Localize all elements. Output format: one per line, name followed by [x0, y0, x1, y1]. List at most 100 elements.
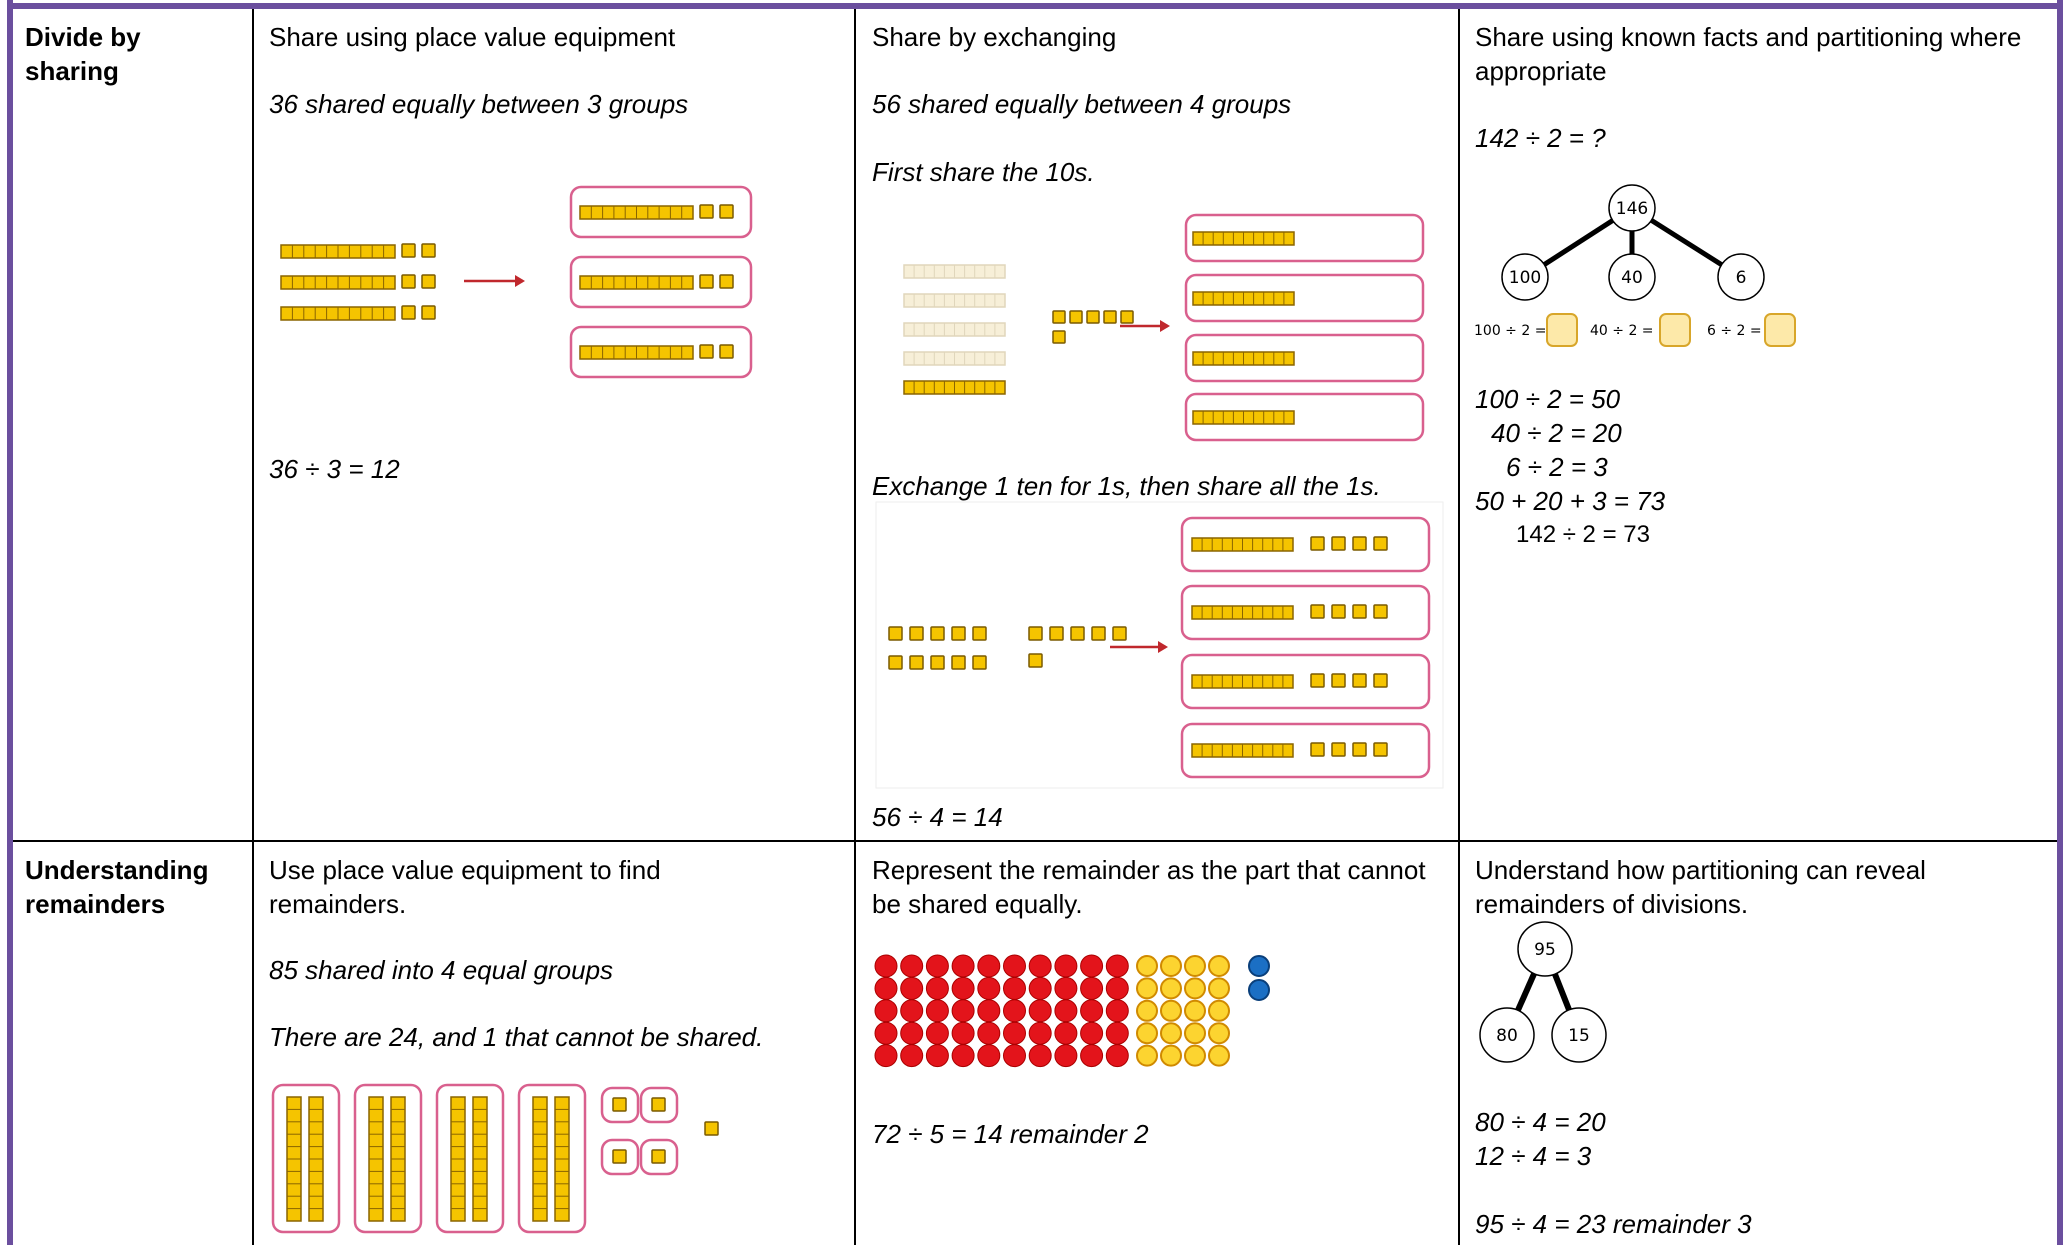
node-label: 80 — [1496, 1026, 1518, 1046]
outer-border — [7, 0, 2063, 1245]
group-box — [1184, 273, 1425, 323]
counter — [977, 976, 1001, 1000]
counter — [1105, 954, 1129, 978]
group-box — [1180, 722, 1431, 779]
group-box — [435, 1083, 505, 1234]
one-cube — [612, 1097, 627, 1112]
one-cube — [401, 274, 416, 289]
counter — [900, 1044, 924, 1068]
answer-box — [1659, 313, 1691, 347]
counter — [1184, 1022, 1206, 1045]
arrow-head — [1160, 320, 1170, 332]
cell-heading: Share by exchanging — [872, 22, 1117, 52]
group-box — [1184, 333, 1425, 383]
one-cube — [1052, 310, 1066, 324]
node — [1479, 1007, 1535, 1063]
counter — [951, 954, 975, 978]
one-cube — [1352, 604, 1367, 619]
counter — [1054, 954, 1078, 978]
counter — [951, 1044, 975, 1068]
counter — [1208, 1044, 1230, 1067]
counter — [874, 954, 898, 978]
one-cube — [1091, 626, 1106, 641]
counter — [925, 1021, 949, 1045]
arrow-head — [1158, 641, 1168, 653]
example: 56 shared equally between 4 groups — [872, 89, 1292, 119]
one-cube — [612, 1149, 627, 1164]
counter — [1028, 954, 1052, 978]
group-box — [600, 1138, 640, 1176]
manipulatives — [271, 185, 1444, 1234]
one-cube — [930, 626, 945, 641]
group-box — [1184, 213, 1425, 263]
counter — [1028, 1021, 1052, 1045]
counter — [951, 976, 975, 1000]
counter — [977, 999, 1001, 1023]
group-box — [1180, 584, 1431, 641]
node-label: 100 — [1509, 268, 1541, 288]
cell-heading: Use place value equipment to find remain… — [269, 855, 661, 919]
answer-box — [1546, 313, 1578, 347]
one-cube — [421, 274, 436, 289]
node — [1501, 253, 1549, 301]
counter — [1136, 999, 1158, 1022]
one-cube — [951, 655, 966, 670]
cell-heading: Share using known facts and partitioning… — [1475, 22, 2022, 86]
one-cube — [1028, 653, 1043, 668]
counter — [1105, 999, 1129, 1023]
part-whole-diagram: 95 80 15 — [1479, 921, 1607, 1063]
one-cube — [1352, 536, 1367, 551]
counter — [1160, 977, 1182, 1000]
counter — [900, 999, 924, 1023]
result: 56 ÷ 4 = 14 — [872, 802, 1003, 832]
counter — [925, 976, 949, 1000]
counter — [1136, 1044, 1158, 1067]
counter — [1248, 955, 1270, 977]
table-grid — [10, 8, 2060, 1245]
counter — [1054, 1021, 1078, 1045]
one-cube — [1331, 604, 1346, 619]
counter — [951, 999, 975, 1023]
counter — [1080, 1021, 1104, 1045]
result: 72 ÷ 5 = 14 remainder 2 — [872, 1119, 1149, 1149]
example: 36 shared equally between 3 groups — [269, 89, 689, 119]
result: 95 ÷ 4 = 23 remainder 3 — [1475, 1209, 1752, 1239]
one-cube — [719, 274, 734, 289]
node-label: 95 — [1534, 940, 1556, 960]
one-cube — [1310, 604, 1325, 619]
node-label: 146 — [1616, 199, 1648, 219]
one-cube — [951, 626, 966, 641]
one-cube — [699, 204, 714, 219]
cell-heading: Understand how partitioning can reveal r… — [1475, 855, 1926, 919]
result: 36 ÷ 3 = 12 — [269, 454, 400, 484]
one-cube — [401, 305, 416, 320]
counter — [1003, 1044, 1026, 1068]
counter — [1054, 976, 1078, 1000]
one-cube — [1112, 626, 1127, 641]
node-label: 15 — [1568, 1026, 1590, 1046]
one-cube — [909, 626, 924, 641]
one-cube — [1352, 673, 1367, 688]
calc-line: 100 ÷ 2 = 50 — [1475, 384, 1621, 414]
one-cube — [1028, 626, 1043, 641]
counter — [1160, 1022, 1182, 1045]
one-cube — [704, 1121, 719, 1136]
one-cube — [719, 204, 734, 219]
group-box — [569, 255, 753, 309]
one-cube — [421, 243, 436, 258]
counter — [1105, 976, 1129, 1000]
one-cube — [1373, 604, 1388, 619]
counter — [1184, 1044, 1206, 1067]
calc-line: 12 ÷ 4 = 3 — [1475, 1141, 1592, 1171]
one-cube — [888, 626, 903, 641]
counter — [1028, 1044, 1052, 1068]
node-label: 6 — [1736, 268, 1747, 288]
fact-label: 100 ÷ 2 = — [1474, 323, 1546, 339]
one-cube — [1103, 310, 1117, 324]
counter — [1080, 1044, 1104, 1068]
one-cube — [421, 305, 436, 320]
counter — [1160, 999, 1182, 1022]
one-cube — [699, 274, 714, 289]
